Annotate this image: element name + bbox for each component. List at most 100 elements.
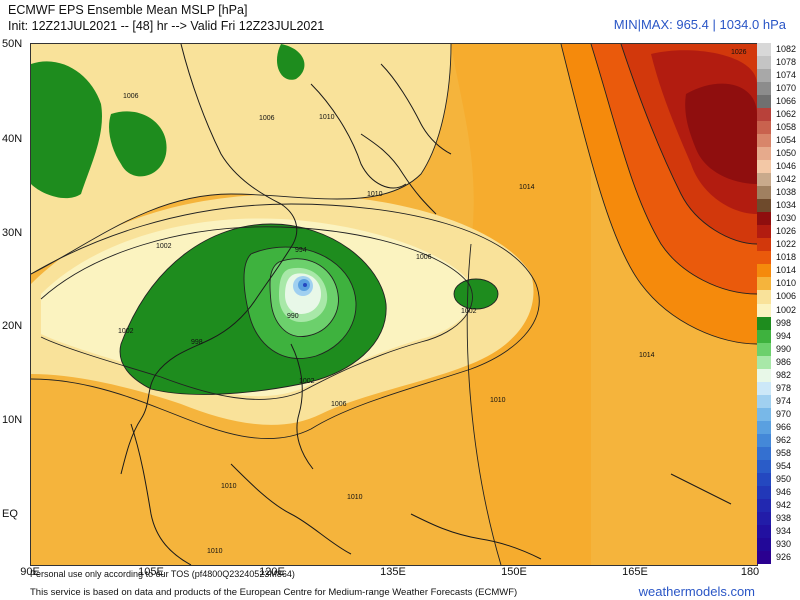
legend-level-label: 958 <box>776 447 792 458</box>
legend-swatch <box>757 121 771 135</box>
legend-swatch <box>757 173 771 187</box>
legend-level-label: 986 <box>776 356 792 367</box>
legend-level-label: 998 <box>776 317 792 328</box>
legend-swatch <box>757 550 771 565</box>
legend-level-label: 1046 <box>776 161 797 172</box>
lon-label: 135E <box>380 566 406 578</box>
legend-level-label: 982 <box>776 369 792 380</box>
legend-swatch <box>757 511 771 526</box>
site-name[interactable]: weathermodels.com <box>638 584 755 599</box>
legend-level-label: 994 <box>776 330 792 341</box>
legend-swatch <box>757 381 771 396</box>
tos-notice: Personal use only according to our TOS (… <box>30 569 295 579</box>
legend-level-label: 978 <box>776 382 792 393</box>
legend-level-label: 1082 <box>776 44 797 54</box>
legend-level-label: 942 <box>776 499 792 510</box>
isobar-label: 1006 <box>123 93 139 100</box>
legend-level-label: 1058 <box>776 122 797 133</box>
isobar-label: 1006 <box>259 115 275 122</box>
legend-level-label: 1054 <box>776 135 797 146</box>
isobar-label: 1006 <box>416 254 432 261</box>
legend-level-label: 1002 <box>776 304 797 315</box>
pressure-map: 1006 1006 1010 1010 1002 994 990 1002 10… <box>30 43 758 566</box>
isobar-label: 1014 <box>519 184 535 191</box>
legend-level-label: 1006 <box>776 291 797 302</box>
pressure-legend <box>757 43 771 565</box>
lat-label: 50N <box>2 38 23 50</box>
legend-swatch <box>757 238 771 252</box>
isobar-label: 1010 <box>347 494 363 501</box>
legend-swatch <box>757 329 771 344</box>
lon-label: 90E <box>20 566 40 578</box>
legend-level-label: 1030 <box>776 213 797 224</box>
legend-swatch <box>757 69 771 83</box>
land-green-patch <box>276 44 305 80</box>
legend-level-label: 946 <box>776 486 792 497</box>
coastlines <box>120 44 732 565</box>
legend-swatch <box>757 82 771 96</box>
init-valid-time: Init: 12Z21JUL2021 -- [48] hr --> Valid … <box>8 19 325 33</box>
legend-level-label: 974 <box>776 395 792 406</box>
legend-level-label: 990 <box>776 343 792 354</box>
isobar-label: 1026 <box>731 49 747 56</box>
legend-swatch <box>757 134 771 148</box>
legend-swatch <box>757 420 771 435</box>
legend-swatch <box>757 407 771 422</box>
legend-swatch <box>757 264 771 278</box>
lat-label: 10N <box>2 414 23 426</box>
legend-swatch <box>757 290 771 304</box>
legend-swatch <box>757 277 771 291</box>
legend-swatch <box>757 485 771 500</box>
isobar-label: 998 <box>191 339 203 346</box>
legend-swatch <box>757 186 771 200</box>
legend-level-label: 1042 <box>776 174 797 185</box>
legend-swatch <box>757 498 771 513</box>
legend-level-label: 1062 <box>776 109 797 120</box>
legend-level-label: 1078 <box>776 57 797 68</box>
isobar-label: 1010 <box>490 397 506 404</box>
isobar-label: 1002 <box>461 308 477 315</box>
legend-level-label: 966 <box>776 421 792 432</box>
legend-level-label: 1018 <box>776 252 797 263</box>
isobar-lines <box>31 44 757 565</box>
legend-level-label: 1026 <box>776 226 797 237</box>
legend-swatch <box>757 316 771 331</box>
ecmwf-attribution: This service is based on data and produc… <box>30 587 518 598</box>
isobar-label: 1002 <box>299 378 315 385</box>
legend-level-label: 1074 <box>776 70 797 81</box>
legend-swatch <box>757 394 771 409</box>
lon-label: 180 <box>740 566 760 578</box>
legend-level-label: 1038 <box>776 187 797 198</box>
high-1034 <box>685 83 757 184</box>
legend-level-label: 1022 <box>776 239 797 250</box>
isobar-label: 1006 <box>331 401 347 408</box>
legend-level-label: 1050 <box>776 148 797 159</box>
legend-level-label: 1010 <box>776 278 797 289</box>
legend-level-label: 930 <box>776 538 792 549</box>
lon-label: 105E <box>138 566 164 578</box>
legend-level-label: 962 <box>776 434 792 445</box>
legend-swatch <box>757 108 771 122</box>
isobar-label: 1002 <box>118 328 134 335</box>
legend-level-label: 934 <box>776 525 792 536</box>
isobar-label: 990 <box>287 313 299 320</box>
land-green-patch <box>109 111 167 177</box>
legend-level-label: 1014 <box>776 265 797 276</box>
lat-label: EQ <box>2 508 18 520</box>
legend-level-label: 950 <box>776 473 792 484</box>
legend-swatch <box>757 147 771 161</box>
legend-swatch <box>757 56 771 70</box>
legend-swatch <box>757 199 771 213</box>
east-998-cell <box>454 279 498 309</box>
legend-swatch <box>757 433 771 448</box>
isobar-label: 1010 <box>319 114 335 121</box>
isobar-label: 1010 <box>221 483 237 490</box>
legend-swatch <box>757 472 771 487</box>
isobar-label: 1010 <box>207 548 223 555</box>
legend-swatch <box>757 303 771 318</box>
legend-swatch <box>757 225 771 239</box>
legend-level-label: 938 <box>776 512 792 523</box>
isobar-label: 1002 <box>156 243 172 250</box>
legend-swatch <box>757 342 771 357</box>
lat-label: 30N <box>2 227 23 239</box>
